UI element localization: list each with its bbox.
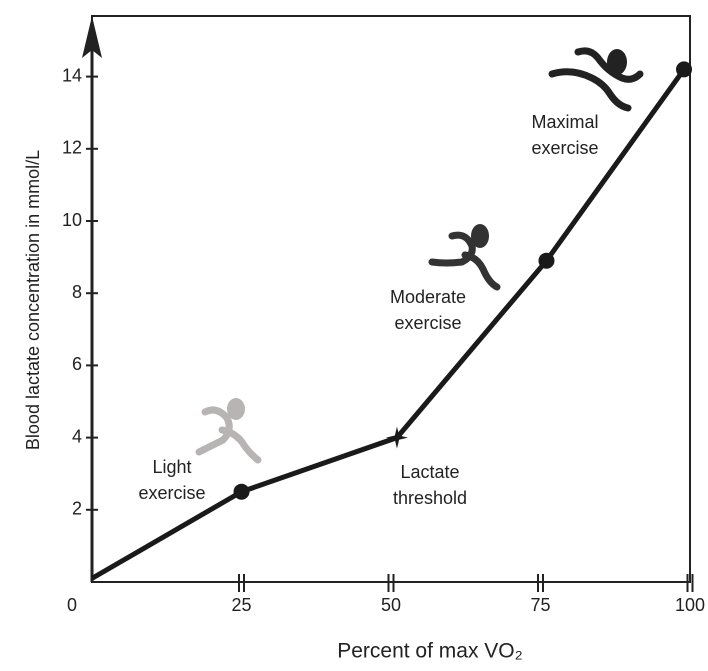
annotation: Lactate xyxy=(400,462,459,482)
y-tick-label: 10 xyxy=(62,210,82,230)
annotation: Moderate xyxy=(390,287,466,307)
y-tick-label: 14 xyxy=(62,65,82,85)
y-tick-label: 6 xyxy=(72,354,82,374)
data-point xyxy=(385,426,408,449)
y-tick-label: 12 xyxy=(62,138,82,158)
data-point xyxy=(538,252,555,269)
x-tick-label: 75 xyxy=(530,595,550,615)
x-axis-label: Percent of max VO₂ xyxy=(337,640,523,663)
annotation: exercise xyxy=(531,138,598,158)
annotation: threshold xyxy=(393,488,467,508)
runner-light xyxy=(195,398,262,464)
annotation: exercise xyxy=(138,483,205,503)
y-tick-label: 2 xyxy=(72,499,82,519)
runner-moderate xyxy=(428,224,501,291)
annotation: Maximal xyxy=(531,112,598,132)
y-axis-label: Blood lactate concentration in mmol/L xyxy=(23,150,43,450)
data-point xyxy=(233,483,250,500)
x-tick-label: 25 xyxy=(231,595,251,615)
y-tick-label: 8 xyxy=(72,282,82,302)
x-tick-label: 50 xyxy=(381,595,401,615)
data-point xyxy=(676,61,693,78)
y-axis-arrow xyxy=(82,16,102,58)
x-tick-label: 0 xyxy=(67,595,77,615)
x-tick-label: 100 xyxy=(675,595,705,615)
annotation: exercise xyxy=(394,313,461,333)
runner-maximal xyxy=(548,47,644,112)
y-tick-label: 4 xyxy=(72,426,82,446)
annotation: Light xyxy=(152,457,191,477)
